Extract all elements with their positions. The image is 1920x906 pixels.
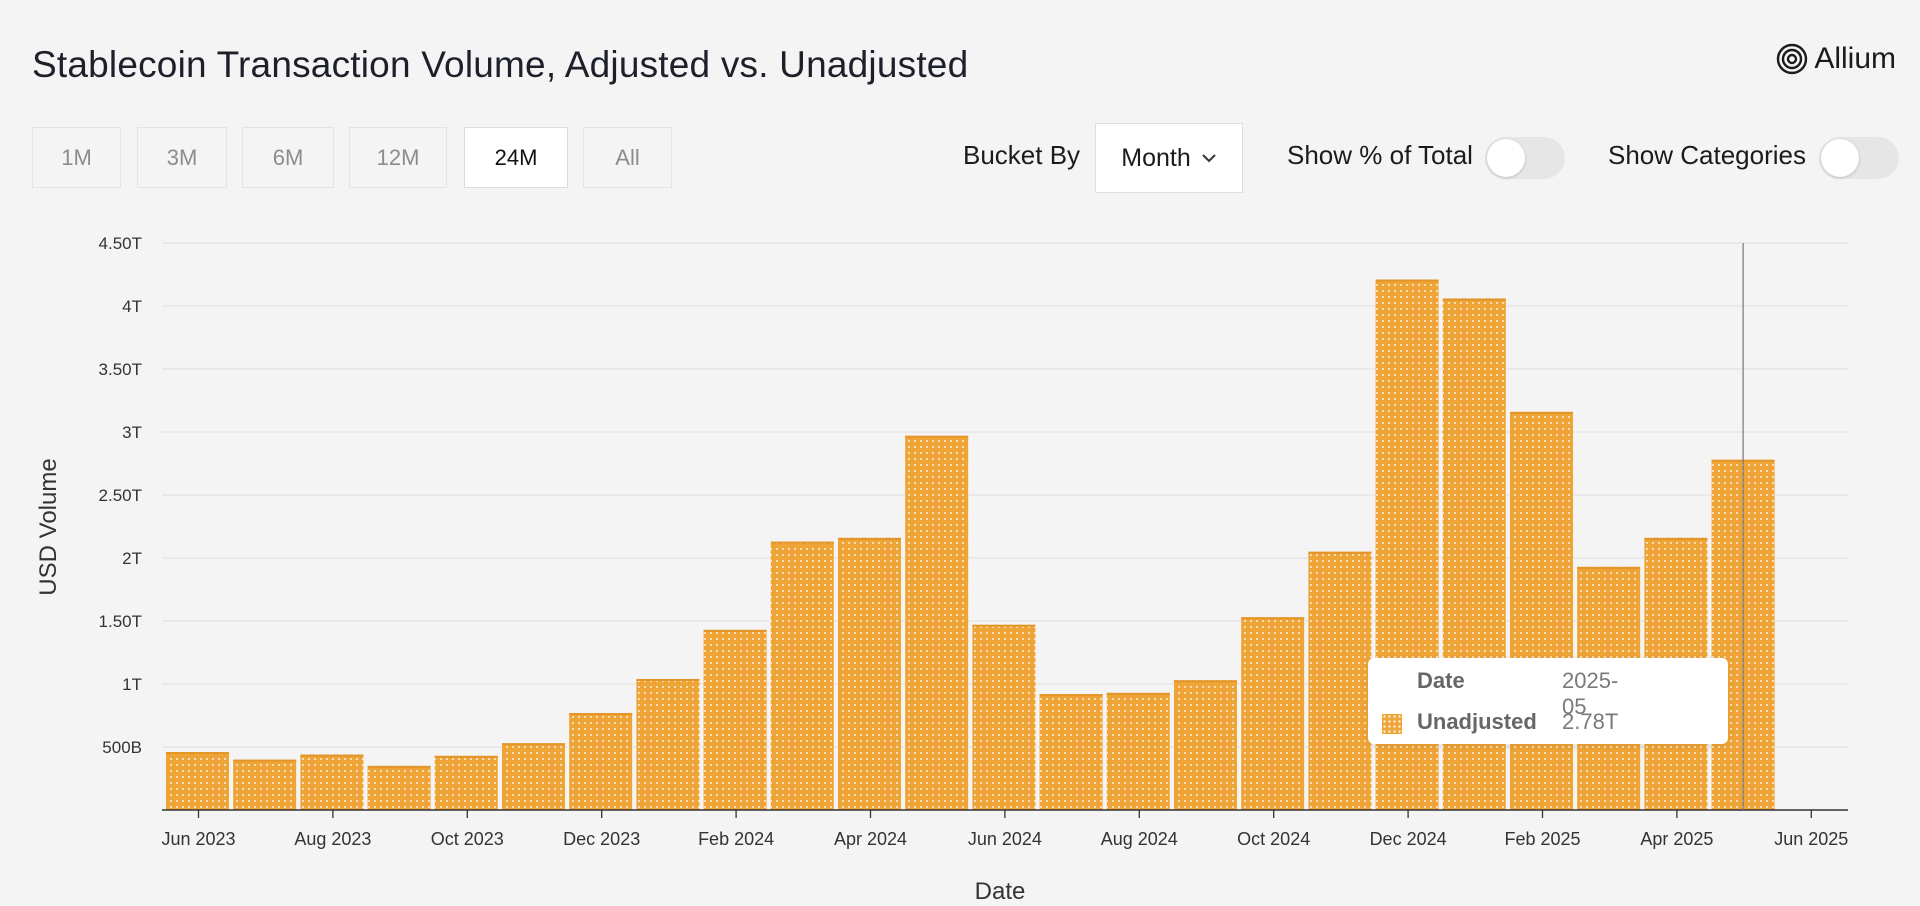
- y-tick-label: 3T: [122, 423, 142, 442]
- x-tick-label: Oct 2023: [431, 829, 504, 849]
- x-tick-label: Feb 2024: [698, 829, 774, 849]
- y-tick-label: 4.50T: [99, 234, 142, 253]
- x-tick-label: Jun 2025: [1774, 829, 1848, 849]
- bucket-by-select[interactable]: Month: [1095, 123, 1243, 193]
- chevron-down-icon: [1202, 154, 1216, 163]
- x-tick-label: Jun 2024: [968, 829, 1042, 849]
- y-tick-label: 1.50T: [99, 612, 142, 631]
- bar-2023-10[interactable]: [434, 755, 498, 810]
- x-tick-label: Aug 2024: [1101, 829, 1178, 849]
- tooltip-date-key: Date: [1417, 668, 1465, 693]
- range-all-button[interactable]: All: [583, 127, 672, 188]
- bar-2023-12[interactable]: [569, 712, 633, 810]
- show-pct-label: Show % of Total: [1287, 140, 1473, 170]
- bar-2023-09[interactable]: [367, 765, 431, 810]
- y-tick-label: 1T: [122, 675, 142, 694]
- show-categories-toggle[interactable]: [1819, 137, 1899, 179]
- x-tick-label: Dec 2023: [563, 829, 640, 849]
- bar-2024-03[interactable]: [770, 541, 834, 810]
- allium-logo: Allium: [1776, 42, 1896, 76]
- y-axis-ticks: 500B 1T 1.50T 2T 2.50T 3T 3.50T 4T 4.50T: [99, 234, 142, 757]
- x-axis: Jun 2023 Aug 2023 Oct 2023 Dec 2023 Feb 2024…: [161, 809, 1848, 849]
- range-24m-button[interactable]: 24M: [464, 127, 568, 188]
- range-6m-button[interactable]: 6M: [242, 127, 334, 188]
- bucket-by-label: Bucket By: [963, 140, 1081, 170]
- x-tick-label: Apr 2025: [1640, 829, 1713, 849]
- tooltip-date-value: 2025-05: [1562, 668, 1619, 719]
- bar-2024-10[interactable]: [1241, 617, 1305, 810]
- bar-2024-08[interactable]: [1106, 692, 1170, 810]
- y-tick-label: 500B: [102, 738, 142, 757]
- show-pct-toggle[interactable]: [1485, 137, 1565, 179]
- bar-2024-11[interactable]: [1308, 551, 1372, 810]
- bar-2023-08[interactable]: [300, 754, 364, 810]
- y-tick-label: 3.50T: [99, 360, 142, 379]
- logo-text: Allium: [1814, 42, 1896, 75]
- range-3m-button[interactable]: 3M: [137, 127, 227, 188]
- range-1m-button[interactable]: 1M: [32, 127, 121, 188]
- range-12m-button[interactable]: 12M: [349, 127, 447, 188]
- tooltip-series-key: Unadjusted: [1417, 709, 1537, 734]
- toggle-knob: [1487, 139, 1525, 177]
- x-axis-label: Date: [974, 878, 1026, 905]
- bucket-by-value: Month: [1121, 143, 1191, 172]
- bar-2024-06[interactable]: [972, 624, 1036, 810]
- show-categories-label: Show Categories: [1608, 140, 1806, 170]
- bar-2024-01[interactable]: [636, 678, 700, 810]
- bar-2024-04[interactable]: [838, 537, 901, 810]
- x-tick-label: Oct 2024: [1237, 829, 1310, 849]
- bar-2024-09[interactable]: [1174, 680, 1237, 810]
- x-tick-label: Apr 2024: [834, 829, 907, 849]
- y-tick-label: 2.50T: [99, 486, 142, 505]
- bar-2024-07[interactable]: [1039, 694, 1103, 810]
- y-axis-label: USD Volume: [35, 458, 62, 596]
- bar-2024-02[interactable]: [703, 629, 767, 810]
- page-title: Stablecoin Transaction Volume, Adjusted …: [32, 44, 969, 85]
- concentric-circles-icon: [1777, 43, 1808, 75]
- bar-2025-02[interactable]: [1510, 411, 1573, 810]
- x-tick-label: Jun 2023: [161, 829, 235, 849]
- x-tick-label: Feb 2025: [1504, 829, 1580, 849]
- bar-2024-05[interactable]: [905, 435, 969, 810]
- x-tick-label: Aug 2023: [294, 829, 371, 849]
- chart-tooltip: Date 2025-05 Unadjusted 2.78T: [1368, 658, 1728, 744]
- bar-2023-11[interactable]: [502, 743, 565, 810]
- series-swatch: [1382, 714, 1402, 734]
- bar-2023-07[interactable]: [233, 759, 297, 810]
- bar-2023-06[interactable]: [166, 752, 229, 810]
- tooltip-series-value: 2.78T: [1562, 709, 1619, 734]
- y-tick-label: 2T: [122, 549, 142, 568]
- y-tick-label: 4T: [122, 297, 142, 316]
- x-tick-label: Dec 2024: [1370, 829, 1447, 849]
- toggle-knob: [1821, 139, 1859, 177]
